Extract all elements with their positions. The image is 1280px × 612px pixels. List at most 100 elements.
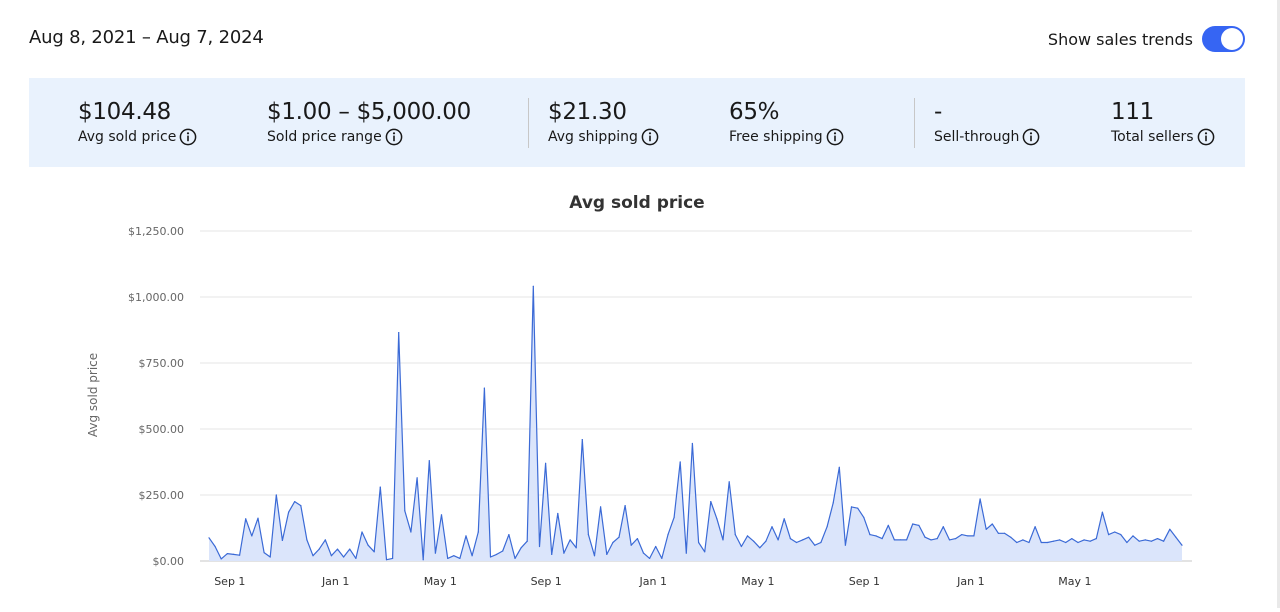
info-icon[interactable] [1197,128,1215,146]
stat-label: Total sellers [1111,129,1194,145]
data-point [802,539,804,541]
data-point [973,535,975,537]
data-point [710,501,712,503]
data-point [875,535,877,537]
data-point [1138,540,1140,542]
data-point [924,536,926,538]
data-point [404,510,406,512]
data-point [392,557,394,559]
y-tick-label: $500.00 [139,423,185,436]
data-point [906,539,908,541]
data-point [245,518,247,520]
data-point [808,536,810,538]
data-point [997,532,1000,534]
x-tick-label: Jan 1 [321,575,349,588]
data-point [324,539,326,541]
data-point [753,540,755,542]
data-point [422,559,424,561]
stat-label-wrap: Free shipping [729,128,844,146]
data-point [300,505,302,507]
x-tick-label: Jan 1 [956,575,984,588]
scrollbar-edge [1277,0,1280,608]
data-point [820,541,822,544]
data-point [1144,539,1146,541]
info-icon[interactable] [1022,128,1040,146]
data-point [1175,536,1177,538]
stats-divider [914,98,915,148]
data-point [385,559,388,561]
data-point [942,526,944,528]
data-point [1181,544,1183,546]
y-tick-label: $1,000.00 [128,291,184,304]
stat-sold-price-range: $1.00 – $5,000.00 Sold price range [267,98,471,146]
data-point [1034,526,1036,528]
data-point [918,524,920,526]
y-tick-label: $250.00 [139,489,185,502]
data-point [667,534,669,536]
data-point [361,531,363,533]
x-tick-label: May 1 [741,575,774,588]
data-point [508,534,510,536]
data-point [502,550,504,552]
data-point [863,516,865,518]
x-tick-labels: Sep 1 Jan 1 May 1 Sep 1 Jan 1 May 1 Sep 1 Jan 1… [214,575,1091,588]
data-point [716,518,718,520]
data-point [722,539,724,541]
stat-label: Sell-through [934,129,1020,145]
data-point [1071,538,1073,540]
data-point [1169,528,1171,530]
data-point [1077,541,1079,544]
stat-label-wrap: Sold price range [267,128,471,146]
data-point [661,557,663,559]
data-point [447,557,449,559]
data-point [367,544,369,546]
data-point [330,555,332,557]
stat-label-wrap: Avg sold price [78,128,197,146]
data-point [343,556,345,558]
data-point [349,548,351,550]
data-point [306,539,308,541]
data-point [1150,540,1152,542]
data-point [704,551,706,553]
y-tick-label: $0.00 [153,555,185,568]
data-point [881,538,883,540]
data-point [869,534,871,536]
info-icon[interactable] [179,128,197,146]
data-point [416,477,418,479]
data-point [600,506,602,508]
data-point [655,545,657,548]
data-point [232,553,235,555]
data-point [453,555,455,557]
data-point [1052,540,1055,542]
data-point [257,517,259,519]
data-point [569,539,571,541]
data-point [630,544,632,546]
info-icon[interactable] [641,128,659,146]
stat-total-sellers: 111 Total sellers [1111,98,1215,146]
data-point [1028,541,1030,544]
data-point [783,518,785,520]
stat-avg-sold-price: $104.48 Avg sold price [78,98,197,146]
data-point [459,557,461,559]
data-point [1022,539,1024,541]
data-point [336,548,339,550]
data-point [838,466,840,468]
data-point [275,494,277,496]
data-point [1120,534,1122,536]
sales-trends-toggle[interactable] [1202,26,1245,52]
data-point [373,551,375,553]
info-icon[interactable] [385,128,403,146]
data-point [734,534,736,536]
data-point [1126,541,1128,544]
stat-free-shipping: 65% Free shipping [729,98,844,146]
data-point [269,556,271,558]
data-point [832,502,834,504]
data-point [1046,541,1048,544]
x-tick-label: Jan 1 [639,575,667,588]
data-point [624,505,626,507]
x-tick-label: Sep 1 [849,575,880,588]
info-icon[interactable] [826,128,844,146]
data-point [642,552,645,554]
data-point [1016,541,1018,544]
data-point [471,555,473,557]
